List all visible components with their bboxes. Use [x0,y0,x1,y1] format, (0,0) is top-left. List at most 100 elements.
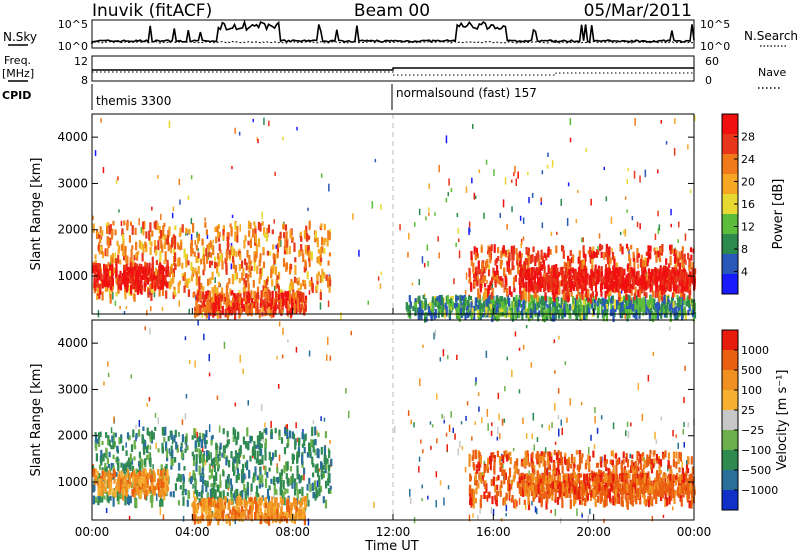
velocity-echo-cell [199,472,202,482]
power-echo-cell [380,271,383,275]
power-echo-cell [293,242,296,252]
velocity-echo-cell [436,393,438,400]
velocity-echo-cell [312,472,315,478]
power-echo-cell [543,281,546,291]
velocity-echo-cell [189,472,191,479]
power-echo-cell [99,226,102,234]
power-echo-cell [624,297,627,304]
power-echo-cell [547,246,550,253]
power-echo-cell [540,295,543,306]
power-echo-cell [464,312,467,321]
power-echo-cell [466,306,469,311]
velocity-echo-cell [116,478,119,488]
velocity-echo-cell [263,515,266,522]
velocity-echo-cell [319,485,323,493]
velocity-echo-cell [125,474,129,479]
velocity-echo-cell [475,377,477,385]
power-echo-cell [551,160,554,168]
velocity-echo-cell [276,466,279,474]
power-echo-cell [157,278,160,287]
power-echo-cell [247,240,250,246]
power-echo-cell [424,313,427,323]
velocity-echo-cell [279,472,282,483]
power-echo-cell [665,258,668,265]
velocity-echo-cell [250,489,252,496]
velocity-echo-cell [258,484,261,489]
power-echo-cell [225,251,228,261]
velocity-echo-cell [286,514,289,524]
power-echo-cell [620,296,623,302]
power-echo-cell [158,225,161,234]
power-echo-cell [520,242,522,249]
power-echo-cell [512,280,515,286]
velocity-echo-cell [149,494,152,503]
power-echo-cell [608,268,612,273]
power-echo-cell [241,272,244,281]
power-echo-cell [246,249,249,258]
velocity-echo-cell [297,450,300,459]
power-echo-cell [643,275,646,282]
power-echo-cell [554,312,557,320]
velocity-echo-cell [160,469,163,477]
power-echo-cell [581,285,584,294]
velocity-echo-cell [159,507,162,516]
velocity-echo-cell [505,504,508,512]
velocity-echo-cell [625,430,627,437]
power-echo-cell [497,298,500,304]
power-echo-cell [275,244,277,249]
power-echo-cell [298,277,300,284]
power-echo-cell [232,302,235,310]
power-echo-cell [134,253,137,258]
power-echo-cell [485,159,488,165]
velocity-echo-cell [94,432,97,437]
power-echo-cell [659,286,662,296]
velocity-echo-cell [222,471,225,477]
velocity-echo-cell [684,365,686,371]
power-echo-cell [224,296,227,302]
power-echo-cell [197,290,200,296]
power-echo-cell [122,242,125,250]
power-echo-cell [641,270,644,280]
power-echo-cell [409,301,412,309]
velocity-echo-cell [267,495,271,506]
velocity-echo-cell [118,437,121,445]
power-echo-cell [534,309,537,315]
velocity-echo-cell [637,458,640,466]
velocity-echo-cell [132,475,135,483]
power-echo-cell [421,300,424,309]
power-echo-cell [134,262,137,268]
power-echo-cell [272,253,275,260]
power-echo-cell [458,303,461,313]
velocity-echo-cell [281,489,284,496]
velocity-echo-cell [234,491,237,501]
power-echo-cell [567,182,570,187]
power-echo-cell [438,164,440,173]
power-echo-cell [597,270,600,281]
power-echo-cell [287,304,290,312]
velocity-echo-cell [304,433,307,441]
velocity-echo-cell [544,447,547,454]
velocity-echo-cell [662,514,665,518]
velocity-echo-cell [273,492,275,500]
power-echo-cell [543,307,546,313]
power-echo-cell [327,260,330,266]
velocity-echo-cell [202,453,205,462]
power-echo-cell [130,271,133,278]
power-echo-cell [477,288,480,299]
power-echo-cell [549,303,552,312]
power-echo-cell [682,281,685,292]
power-echo-cell [319,292,322,301]
power-echo-cell [625,243,629,249]
power-echo-cell [234,306,237,315]
velocity-echo-cell [291,453,294,460]
power-echo-cell [593,268,596,279]
velocity-echo-cell [144,490,147,500]
power-echo-cell [665,141,668,145]
power-echo-cell [173,289,176,295]
velocity-echo-cell [531,433,533,440]
velocity-echo-cell [116,445,119,452]
velocity-echo-cell [122,476,125,486]
power-echo-cell [112,220,115,226]
velocity-echo-cell [558,428,560,437]
power-echo-cell [610,297,613,304]
